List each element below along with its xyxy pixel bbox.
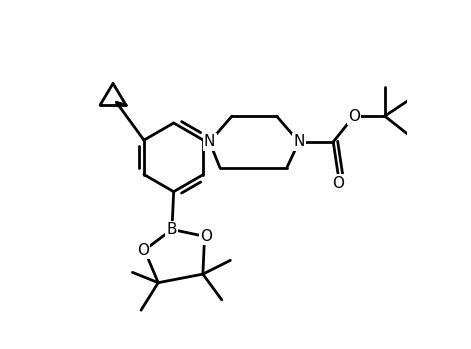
Text: O: O <box>348 109 360 124</box>
Text: N: N <box>204 134 215 149</box>
Text: O: O <box>333 176 344 191</box>
Text: N: N <box>293 134 305 149</box>
Text: O: O <box>137 243 149 258</box>
Text: O: O <box>200 229 212 244</box>
Text: B: B <box>167 222 177 237</box>
